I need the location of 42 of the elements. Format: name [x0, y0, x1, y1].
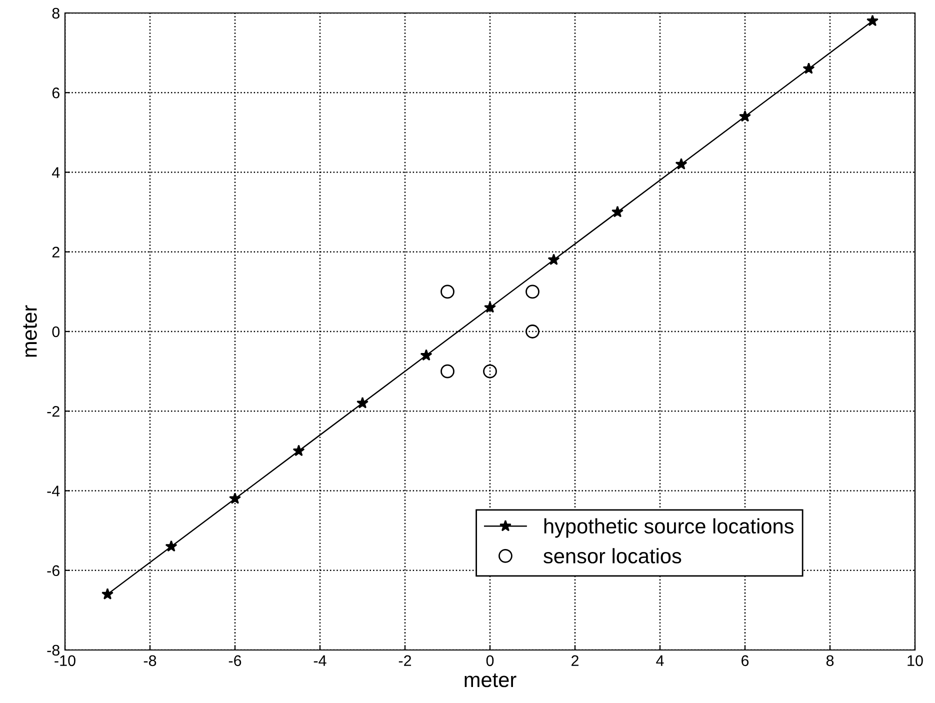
x-tick-label: -2: [398, 655, 412, 666]
y-tick-label: 4: [52, 167, 60, 178]
y-tick-label: 6: [52, 87, 60, 98]
x-tick-label: 6: [742, 655, 749, 666]
x-tick-label: 4: [656, 655, 664, 666]
point: [420, 349, 432, 361]
point: [356, 396, 368, 408]
x-tick-label: -4: [314, 655, 326, 666]
y-tick-label: -8: [47, 644, 60, 656]
point: [440, 284, 454, 299]
point: [483, 364, 497, 378]
y-tick-label: 2: [52, 246, 60, 258]
x-tick-label: 2: [572, 655, 578, 666]
point: [548, 254, 560, 266]
legend-label: sensor locatios: [544, 548, 682, 564]
y-tick-label: 0: [52, 326, 60, 338]
x-tick-label: -8: [144, 655, 156, 666]
x-tick-label: 10: [908, 655, 923, 666]
x-tick-label: 0: [486, 655, 494, 666]
point: [292, 444, 305, 456]
point: [739, 110, 751, 122]
point: [440, 364, 454, 378]
x-tick-label: -10: [54, 655, 76, 666]
x-axis-title: meter: [464, 674, 516, 688]
point: [866, 14, 878, 26]
y-tick-label: -4: [47, 486, 60, 496]
legend-label: hypothetic source locations: [544, 518, 794, 538]
point: [612, 206, 624, 218]
x-tick-label: -6: [228, 655, 242, 666]
point: [102, 588, 114, 600]
y-tick-label: 8: [52, 8, 60, 19]
point: [526, 324, 540, 338]
y-axis-title: meter: [23, 305, 37, 357]
point: [802, 62, 815, 74]
point: [675, 158, 688, 170]
y-tick-label: -2: [47, 406, 60, 417]
y-tick-label: -6: [47, 565, 60, 576]
point: [165, 540, 178, 552]
point: [526, 284, 540, 299]
x-tick-label: 8: [826, 655, 834, 666]
point: [484, 301, 496, 313]
point: [229, 492, 241, 504]
